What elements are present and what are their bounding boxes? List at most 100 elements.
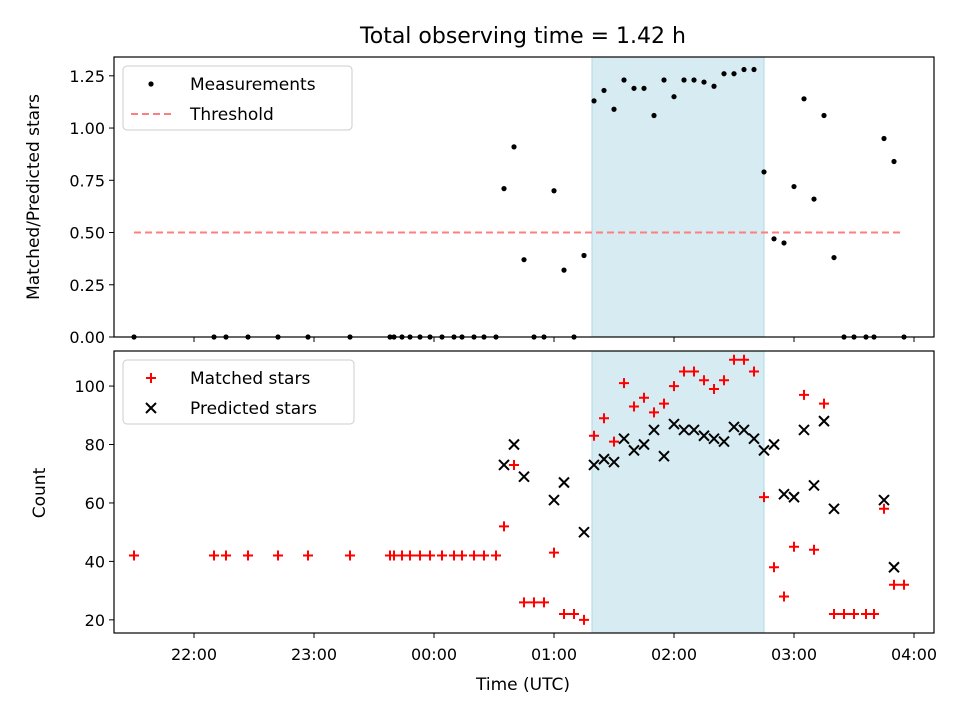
matched-stars-point: [819, 398, 829, 409]
top-y-ticks: 0.00 0.25 0.50 0.75 1.00 1.25: [69, 67, 114, 347]
measurement-point: [591, 98, 597, 104]
bottom-x-ticks: 22:00 23:00 00:00 01:00 02:00 03:00 04:00: [171, 633, 937, 664]
measurement-point: [741, 66, 747, 73]
legend-label: Threshold: [189, 105, 274, 125]
legend-label: Predicted stars: [190, 399, 317, 419]
legend-box: [122, 359, 355, 425]
measurement-point: [551, 188, 557, 194]
measurement-point: [711, 83, 717, 89]
predicted-stars-point: [608, 456, 620, 468]
predicted-stars-point: [658, 450, 670, 462]
y-tick-label: 1.00: [69, 119, 105, 138]
predicted-stars-point: [578, 526, 590, 538]
measurement-point: [631, 85, 637, 91]
matched-stars-point: [629, 401, 639, 412]
matched-stars-point: [243, 550, 253, 561]
y-tick-label: 80: [85, 436, 105, 455]
matched-stars-point: [749, 366, 759, 377]
measurement-point: [791, 183, 797, 190]
measurement-point: [511, 144, 517, 150]
matched-stars-point: [273, 550, 283, 561]
measurement-point: [651, 112, 657, 119]
matched-stars-point: [609, 436, 619, 447]
chart-title: Total observing time = 1.42 h: [359, 24, 686, 49]
measurement-point: [581, 252, 587, 259]
predicted-stars-point: [798, 424, 810, 436]
legend-marker: [146, 373, 156, 383]
predicted-stars-point: [628, 444, 640, 457]
predicted-stars-point: [638, 438, 650, 451]
matched-stars-point: [529, 597, 539, 608]
matched-stars-point: [699, 375, 709, 386]
matched-stars-point: [829, 609, 839, 620]
matched-stars-point: [129, 550, 139, 561]
matched-stars-point: [809, 544, 819, 555]
legend-label: Measurements: [190, 75, 316, 95]
measurement-point: [731, 71, 737, 77]
top-panel: Total observing time = 1.42 h Matched/Pr…: [24, 24, 935, 347]
predicted-stars-point: [668, 418, 680, 430]
matched-stars-point: [719, 375, 729, 386]
bottom-plot-area: [113, 350, 935, 634]
matched-stars-point: [899, 579, 909, 590]
predicted-stars-point: [818, 415, 830, 427]
legend-item: Threshold: [131, 105, 274, 125]
matched-stars-point: [509, 459, 519, 470]
matched-stars-point: [491, 550, 501, 561]
predicted-stars-point: [828, 503, 840, 515]
measurement-point: [781, 240, 787, 246]
measurement-point: [561, 267, 567, 273]
x-tick-label: 23:00: [291, 645, 337, 664]
predicted-stars-point: [718, 435, 730, 448]
matched-stars-point: [739, 354, 749, 365]
matched-stars-point: [221, 550, 231, 561]
matched-stars-point: [569, 609, 579, 620]
matched-stars-point: [669, 381, 679, 392]
measurement-point: [671, 94, 677, 100]
predicted-stars-point: [588, 459, 600, 471]
matched-stars-point: [689, 366, 699, 377]
measurement-point: [701, 79, 707, 85]
top-y-axis-label: Matched/Predicted stars: [24, 94, 44, 300]
measurement-point: [521, 257, 527, 263]
bottom-panel: Count Time (UTC) 20 40 60 80 100 22:00 23:00 0…: [30, 350, 937, 695]
measurement-point: [761, 169, 767, 175]
measurement-point: [751, 66, 757, 73]
legend-marker: [148, 81, 154, 87]
legend-item: Matched stars: [146, 369, 310, 389]
top-legend: Measurements Threshold: [122, 65, 353, 131]
x-tick-label: 02:00: [651, 645, 697, 664]
predicted-stars-point: [598, 453, 610, 465]
y-tick-label: 60: [85, 494, 105, 513]
measurement-point: [501, 186, 507, 192]
predicted-stars-point: [728, 421, 740, 433]
measurement-point: [611, 106, 617, 112]
y-tick-label: 0.25: [69, 276, 105, 295]
matched-stars-point: [209, 550, 219, 561]
measurement-point: [661, 77, 667, 83]
predicted-stars-point: [888, 561, 900, 573]
predicted-stars-point: [558, 476, 570, 489]
matched-stars-point: [303, 550, 313, 561]
measurement-point: [891, 158, 897, 165]
measurement-point: [601, 87, 607, 94]
predicted-stars-point: [688, 424, 700, 436]
x-axis-label: Time (UTC): [475, 675, 570, 695]
top-x-ticks: [193, 337, 915, 342]
x-tick-label: 22:00: [171, 645, 217, 664]
matched-stars-point: [479, 550, 489, 561]
measurement-point: [821, 112, 827, 119]
matched-stars-point: [879, 503, 889, 514]
legend-marker: [145, 402, 157, 414]
matched-stars-point: [599, 413, 609, 424]
predicted-stars-point: [708, 432, 720, 445]
matched-stars-point: [559, 609, 569, 620]
matched-stars-point: [679, 366, 689, 377]
predicted-stars-point: [498, 459, 510, 471]
predicted-stars-point: [878, 494, 890, 506]
matched-stars-point: [799, 389, 809, 400]
y-tick-label: 20: [85, 611, 105, 630]
predicted-stars-point: [738, 424, 750, 436]
predicted-stars-point: [698, 430, 710, 442]
